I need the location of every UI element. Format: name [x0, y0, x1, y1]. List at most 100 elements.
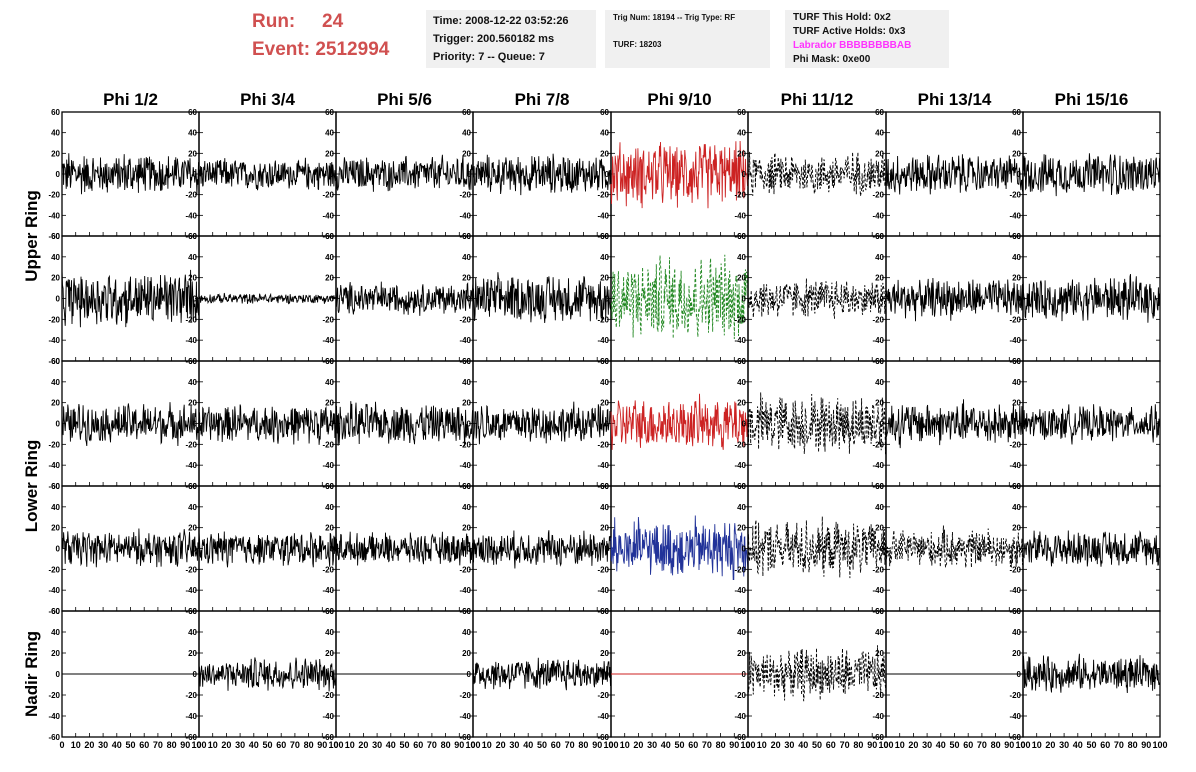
- trig-info-box: Trig Num: 18194 -- Trig Type: RF TURF: 1…: [605, 10, 770, 68]
- waveform-trace: [61, 153, 200, 195]
- y-tick-label: 60: [875, 607, 884, 616]
- y-tick-label: 60: [462, 232, 471, 241]
- y-tick-label: 20: [875, 524, 884, 533]
- y-tick-label: 20: [875, 274, 884, 283]
- waveform-trace: [885, 277, 1024, 322]
- y-tick-label: 20: [600, 649, 609, 658]
- y-tick-label: 20: [462, 649, 471, 658]
- x-tick-label: 60: [139, 740, 149, 750]
- y-tick-label: -20: [1009, 315, 1021, 324]
- y-tick-label: -40: [872, 336, 884, 345]
- y-tick-label: -40: [734, 211, 746, 220]
- x-tick-label: 90: [454, 740, 464, 750]
- y-tick-label: 0: [193, 420, 198, 429]
- y-tick-label: 0: [1017, 170, 1022, 179]
- y-tick-label: 20: [325, 274, 334, 283]
- y-tick-label: 60: [51, 357, 60, 366]
- x-tick-label: 50: [125, 740, 135, 750]
- y-tick-label: 40: [51, 253, 60, 262]
- x-tick-label: 100: [191, 740, 206, 750]
- y-tick-label: -60: [185, 733, 197, 742]
- y-tick-label: 40: [600, 503, 609, 512]
- y-tick-label: -20: [185, 191, 197, 200]
- row-label: Upper Ring: [22, 190, 41, 282]
- y-tick-label: -40: [48, 461, 60, 470]
- x-tick-label: 40: [936, 740, 946, 750]
- y-tick-label: 40: [737, 628, 746, 637]
- y-tick-label: 40: [325, 628, 334, 637]
- y-tick-label: -20: [734, 691, 746, 700]
- x-tick-label: 90: [729, 740, 739, 750]
- y-tick-label: 60: [188, 108, 197, 117]
- y-tick-label: 0: [742, 670, 747, 679]
- y-tick-label: 40: [600, 253, 609, 262]
- y-tick-label: 0: [56, 420, 61, 429]
- y-tick-label: 0: [56, 545, 61, 554]
- x-tick-label: 20: [84, 740, 94, 750]
- y-tick-label: -20: [597, 315, 609, 324]
- y-tick-label: -20: [597, 691, 609, 700]
- y-tick-label: -20: [459, 191, 471, 200]
- waveform-trace: [1022, 153, 1161, 197]
- trig-num-text: Trig Num: 18194 -- Trig Type: RF: [613, 13, 736, 22]
- y-tick-label: 40: [875, 378, 884, 387]
- labrador-text: Labrador BBBBBBBBAB: [793, 40, 912, 51]
- y-tick-label: 0: [880, 170, 885, 179]
- y-tick-label: 20: [51, 649, 60, 658]
- x-tick-label: 80: [716, 740, 726, 750]
- x-tick-label: 20: [496, 740, 506, 750]
- y-tick-label: -40: [597, 336, 609, 345]
- y-tick-label: 60: [737, 482, 746, 491]
- waveform-trace: [335, 281, 474, 316]
- y-tick-label: -40: [322, 712, 334, 721]
- y-tick-label: -20: [322, 315, 334, 324]
- y-tick-label: -40: [459, 211, 471, 220]
- x-tick-label: 30: [235, 740, 245, 750]
- y-tick-label: 20: [51, 524, 60, 533]
- x-tick-label: 70: [702, 740, 712, 750]
- y-tick-label: 60: [51, 482, 60, 491]
- y-tick-label: 40: [51, 129, 60, 138]
- y-tick-label: -20: [1009, 191, 1021, 200]
- waveform-trace: [747, 392, 887, 455]
- priority-text: Priority: 7 -- Queue: 7: [433, 51, 545, 63]
- y-tick-label: 20: [1012, 274, 1021, 283]
- y-tick-label: -20: [48, 565, 60, 574]
- panel-frame: [747, 235, 887, 362]
- y-tick-label: -20: [185, 691, 197, 700]
- x-tick-label: 50: [674, 740, 684, 750]
- y-tick-label: 0: [56, 295, 61, 304]
- y-tick-label: 20: [875, 149, 884, 158]
- x-tick-label: 50: [949, 740, 959, 750]
- y-tick-label: 40: [325, 129, 334, 138]
- y-tick-label: 40: [462, 378, 471, 387]
- y-tick-label: 0: [467, 420, 472, 429]
- x-tick-label: 10: [1032, 740, 1042, 750]
- y-tick-label: 20: [51, 149, 60, 158]
- y-tick-label: 20: [188, 149, 197, 158]
- waveform-trace: [885, 399, 1024, 449]
- x-tick-label: 0: [196, 740, 201, 750]
- y-tick-label: 0: [467, 670, 472, 679]
- waveform-trace: [61, 528, 200, 568]
- y-tick-label: -40: [185, 461, 197, 470]
- y-tick-label: 60: [737, 607, 746, 616]
- y-tick-label: -40: [1009, 211, 1021, 220]
- y-tick-label: -20: [185, 565, 197, 574]
- y-tick-label: 20: [737, 524, 746, 533]
- waveform-trace: [61, 269, 200, 328]
- x-tick-label: 50: [537, 740, 547, 750]
- x-tick-label: 60: [826, 740, 836, 750]
- y-tick-label: 60: [462, 482, 471, 491]
